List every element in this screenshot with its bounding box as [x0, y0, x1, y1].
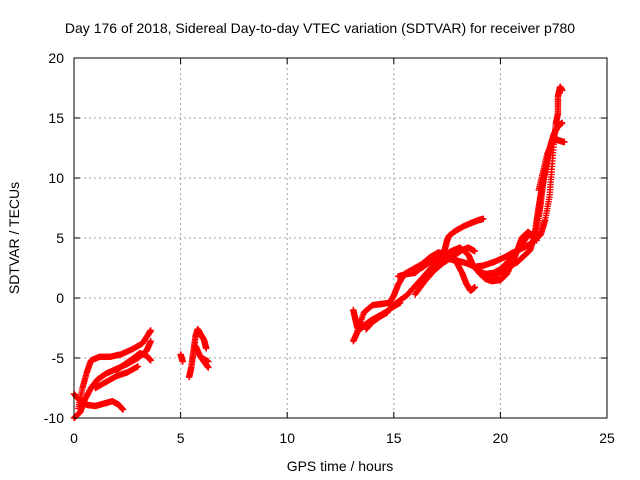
data-point	[384, 309, 391, 316]
y-tick-label: 5	[56, 230, 64, 246]
data-point	[147, 338, 154, 345]
data-point	[147, 327, 154, 334]
x-tick-label: 10	[279, 430, 295, 446]
x-axis-label: GPS time / hours	[287, 458, 394, 474]
data-point	[480, 215, 487, 222]
y-axis-label: SDTVAR / TECUs	[6, 182, 22, 294]
data-point	[541, 165, 549, 172]
y-tick-labels: -10 -5 0 5 10 15 20	[44, 50, 64, 426]
data-point	[179, 358, 186, 365]
data-point	[561, 138, 568, 146]
x-tick-labels: 0 5 10 15 20 25	[70, 430, 615, 446]
x-tick-label: 0	[70, 430, 78, 446]
data-point	[205, 358, 212, 365]
y-tick-label: -10	[44, 410, 64, 426]
data-point	[119, 406, 127, 413]
data-point	[202, 345, 210, 352]
data-point	[134, 363, 142, 370]
y-tick-label: 20	[48, 50, 64, 66]
y-tick-label: -5	[52, 350, 65, 366]
y-tick-label: 10	[48, 170, 64, 186]
x-tick-label: 25	[599, 430, 615, 446]
data-point	[471, 248, 479, 255]
y-tick-label: 15	[48, 110, 64, 126]
chart-title: Day 176 of 2018, Sidereal Day-to-day VTE…	[65, 20, 575, 36]
grid	[74, 58, 607, 418]
plot-frame	[73, 57, 608, 419]
x-tick-label: 15	[386, 430, 402, 446]
data-point	[147, 357, 154, 364]
x-tick-label: 20	[493, 430, 509, 446]
data-point	[471, 284, 479, 291]
y-tick-label: 0	[56, 290, 64, 306]
data-point	[559, 87, 566, 94]
data-point	[559, 119, 566, 126]
data-points	[70, 83, 568, 422]
x-tick-label: 5	[177, 430, 185, 446]
data-point	[205, 364, 212, 371]
